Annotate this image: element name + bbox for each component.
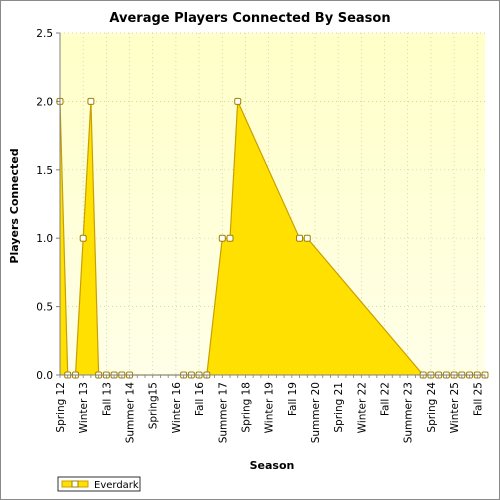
y-axis-title: Players Connected bbox=[8, 148, 21, 263]
x-tick-label: Summer 20 bbox=[310, 382, 322, 443]
y-tick-label: 1.0 bbox=[36, 233, 53, 245]
y-tick-label: 2.5 bbox=[36, 28, 53, 40]
x-tick-label: Spring 18 bbox=[240, 382, 252, 433]
x-tick-label: Summer 23 bbox=[403, 382, 415, 443]
x-tick-label: Spring15 bbox=[148, 382, 160, 429]
chart-title: Average Players Connected By Season bbox=[109, 11, 390, 26]
y-tick-label: 0.0 bbox=[36, 370, 53, 382]
data-point bbox=[296, 234, 304, 242]
data-point bbox=[234, 97, 242, 105]
y-tick-label: 2.0 bbox=[36, 96, 53, 108]
x-tick-label: Winter 13 bbox=[78, 382, 90, 433]
x-tick-label: Fall 25 bbox=[472, 382, 484, 416]
data-point bbox=[303, 234, 311, 242]
legend: Everdark bbox=[57, 476, 141, 492]
x-tick-label: Winter 19 bbox=[264, 382, 276, 433]
data-point bbox=[226, 234, 234, 242]
x-tick-label: Winter 22 bbox=[356, 382, 368, 433]
x-tick-label: Spring 24 bbox=[426, 382, 438, 433]
x-tick-label: Fall 19 bbox=[287, 382, 299, 416]
x-tick-label: Summer 14 bbox=[125, 382, 137, 444]
x-tick-label: Winter 16 bbox=[171, 382, 183, 434]
series-area-everdark bbox=[60, 101, 485, 376]
legend-label-everdark: Everdark bbox=[94, 480, 139, 491]
x-axis-ticks: Spring 12 Winter 13 Fall 13 Summer 14 Spring… bbox=[55, 375, 486, 444]
data-point bbox=[218, 234, 226, 242]
y-tick-label: 0.5 bbox=[36, 302, 53, 314]
legend-marker bbox=[71, 480, 79, 488]
x-tick-label: Summer 17 bbox=[217, 382, 229, 443]
x-tick-label: Spring 12 bbox=[55, 382, 67, 433]
x-tick-label: Spring 21 bbox=[333, 382, 345, 433]
x-axis-title: Season bbox=[250, 459, 295, 472]
x-tick-label: Winter 25 bbox=[449, 382, 461, 433]
y-axis-ticks: 0.0 0.5 1.0 1.5 2.0 2.5 bbox=[36, 28, 60, 382]
x-tick-label: Fall 13 bbox=[101, 382, 113, 416]
x-tick-label: Fall 16 bbox=[194, 382, 206, 416]
data-point bbox=[79, 234, 87, 242]
data-point bbox=[87, 97, 95, 105]
x-tick-label: Fall 22 bbox=[380, 382, 392, 416]
y-tick-label: 1.5 bbox=[36, 165, 53, 177]
